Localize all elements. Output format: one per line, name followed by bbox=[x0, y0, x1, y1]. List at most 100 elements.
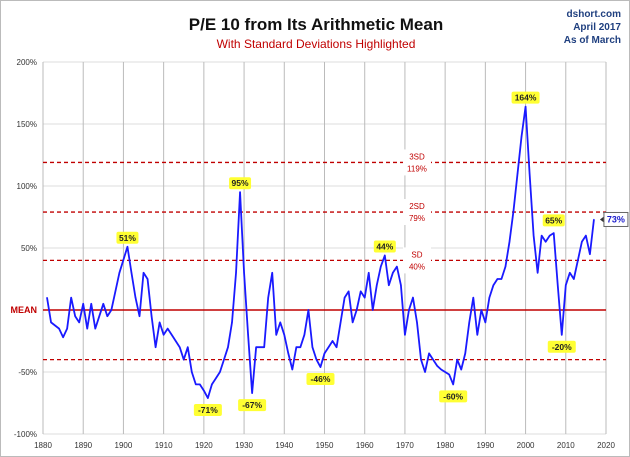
data-point bbox=[114, 290, 116, 292]
data-point bbox=[412, 297, 414, 299]
data-point bbox=[573, 278, 575, 280]
data-point bbox=[541, 235, 543, 237]
data-point bbox=[327, 346, 330, 348]
data-point bbox=[239, 191, 241, 193]
data-point bbox=[380, 266, 382, 268]
data-point bbox=[460, 368, 462, 371]
data-point bbox=[452, 383, 454, 385]
data-point bbox=[155, 346, 157, 348]
sd-value-label: 119% bbox=[407, 164, 427, 173]
data-point bbox=[420, 359, 422, 361]
data-point bbox=[307, 309, 310, 311]
data-point bbox=[191, 371, 193, 373]
data-point bbox=[476, 334, 478, 336]
data-point bbox=[344, 297, 346, 299]
annotation-bg bbox=[511, 91, 540, 104]
data-point bbox=[203, 390, 205, 392]
data-point bbox=[251, 392, 253, 394]
data-point bbox=[183, 359, 185, 361]
source-site: dshort.com bbox=[566, 9, 621, 20]
data-point bbox=[78, 321, 80, 323]
data-point bbox=[561, 334, 563, 336]
x-tick-label: 1920 bbox=[195, 441, 213, 450]
data-point bbox=[303, 334, 305, 336]
x-tick-label: 1950 bbox=[316, 441, 334, 450]
data-point bbox=[335, 346, 338, 348]
data-point bbox=[508, 241, 511, 243]
data-point bbox=[287, 352, 289, 354]
data-point bbox=[110, 309, 112, 311]
data-point bbox=[524, 106, 527, 108]
data-point bbox=[179, 346, 181, 348]
data-point bbox=[472, 297, 474, 299]
annotation-bg bbox=[547, 340, 576, 353]
data-point bbox=[82, 303, 84, 305]
data-point bbox=[512, 210, 515, 212]
data-point bbox=[500, 278, 503, 280]
data-point bbox=[348, 290, 350, 292]
data-point bbox=[360, 290, 362, 292]
data-point bbox=[231, 321, 233, 323]
data-point bbox=[267, 297, 269, 299]
data-point bbox=[408, 309, 410, 311]
data-point bbox=[215, 377, 217, 379]
data-point bbox=[520, 135, 523, 137]
data-point bbox=[396, 266, 398, 268]
data-point bbox=[146, 278, 149, 280]
chart-title: P/E 10 from Its Arithmetic Mean bbox=[188, 15, 444, 34]
data-point bbox=[283, 334, 285, 336]
source-date: April 2017 bbox=[573, 22, 621, 33]
data-point bbox=[448, 373, 450, 376]
data-point bbox=[339, 321, 342, 323]
data-point bbox=[70, 297, 72, 299]
data-point bbox=[311, 346, 314, 348]
data-point bbox=[577, 259, 579, 261]
data-point bbox=[504, 266, 507, 268]
data-point bbox=[211, 383, 213, 385]
sd-value-label: 40% bbox=[409, 262, 425, 271]
data-point bbox=[126, 246, 129, 248]
data-point bbox=[243, 272, 245, 274]
annotation-bg bbox=[439, 390, 468, 403]
data-point bbox=[484, 321, 486, 323]
y-tick-label: MEAN bbox=[11, 305, 38, 315]
data-point bbox=[440, 368, 442, 371]
x-tick-label: 1990 bbox=[476, 441, 494, 450]
data-point bbox=[58, 328, 60, 330]
data-point bbox=[118, 272, 121, 274]
data-point bbox=[195, 383, 197, 385]
data-point bbox=[299, 346, 301, 348]
sd-label-bg bbox=[402, 247, 431, 274]
annotation-label: 44% bbox=[376, 241, 393, 251]
data-point bbox=[528, 173, 531, 175]
data-point bbox=[323, 352, 326, 354]
data-point bbox=[356, 309, 358, 311]
annotation-label: -46% bbox=[311, 374, 331, 384]
data-point bbox=[142, 272, 145, 274]
x-tick-label: 1900 bbox=[115, 441, 133, 450]
sd-label-bg bbox=[402, 149, 431, 176]
data-point bbox=[50, 321, 52, 323]
data-point bbox=[416, 321, 418, 323]
data-point bbox=[424, 371, 426, 373]
data-point bbox=[74, 315, 76, 317]
pe10-line bbox=[46, 105, 595, 399]
data-point bbox=[275, 334, 277, 336]
data-point bbox=[537, 272, 539, 274]
data-point bbox=[492, 284, 494, 286]
data-point bbox=[464, 352, 466, 354]
x-tick-label: 1960 bbox=[356, 441, 374, 450]
data-point bbox=[392, 272, 394, 274]
data-point bbox=[404, 334, 406, 336]
data-point bbox=[263, 346, 265, 348]
data-point bbox=[247, 334, 249, 336]
data-point bbox=[94, 328, 96, 330]
data-point bbox=[171, 334, 173, 336]
data-point bbox=[207, 397, 209, 399]
sd-label: 2SD bbox=[409, 202, 425, 211]
x-tick-label: 1880 bbox=[34, 441, 52, 450]
x-tick-label: 1910 bbox=[155, 441, 173, 450]
data-point bbox=[468, 321, 470, 323]
data-point bbox=[319, 366, 322, 368]
annotation-label: 95% bbox=[232, 178, 249, 188]
